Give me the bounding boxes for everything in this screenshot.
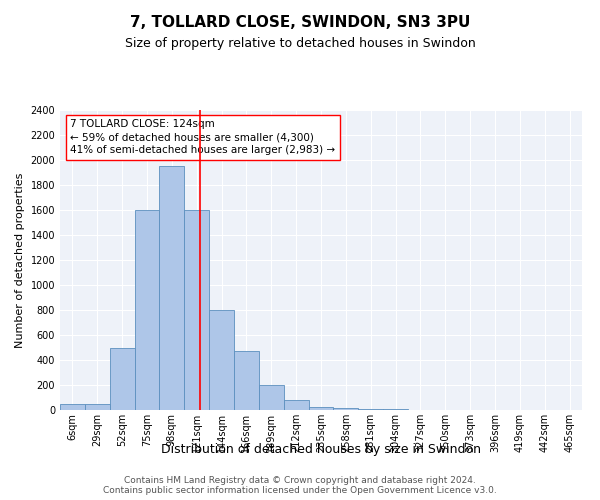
Bar <box>383 409 408 410</box>
Bar <box>134 210 160 410</box>
Bar <box>209 310 234 410</box>
Bar <box>334 408 358 410</box>
Bar <box>259 385 284 410</box>
Text: 7 TOLLARD CLOSE: 124sqm
← 59% of detached houses are smaller (4,300)
41% of semi: 7 TOLLARD CLOSE: 124sqm ← 59% of detache… <box>70 119 335 156</box>
Bar <box>85 404 110 410</box>
Bar <box>184 210 209 410</box>
Bar <box>60 404 85 410</box>
Bar <box>160 166 184 410</box>
Bar <box>284 400 308 410</box>
Bar <box>234 351 259 410</box>
Text: Contains HM Land Registry data © Crown copyright and database right 2024.
Contai: Contains HM Land Registry data © Crown c… <box>103 476 497 495</box>
Text: Size of property relative to detached houses in Swindon: Size of property relative to detached ho… <box>125 38 475 51</box>
Bar <box>110 348 134 410</box>
Bar <box>308 407 334 410</box>
Y-axis label: Number of detached properties: Number of detached properties <box>15 172 25 348</box>
Text: Distribution of detached houses by size in Swindon: Distribution of detached houses by size … <box>161 442 481 456</box>
Text: 7, TOLLARD CLOSE, SWINDON, SN3 3PU: 7, TOLLARD CLOSE, SWINDON, SN3 3PU <box>130 15 470 30</box>
